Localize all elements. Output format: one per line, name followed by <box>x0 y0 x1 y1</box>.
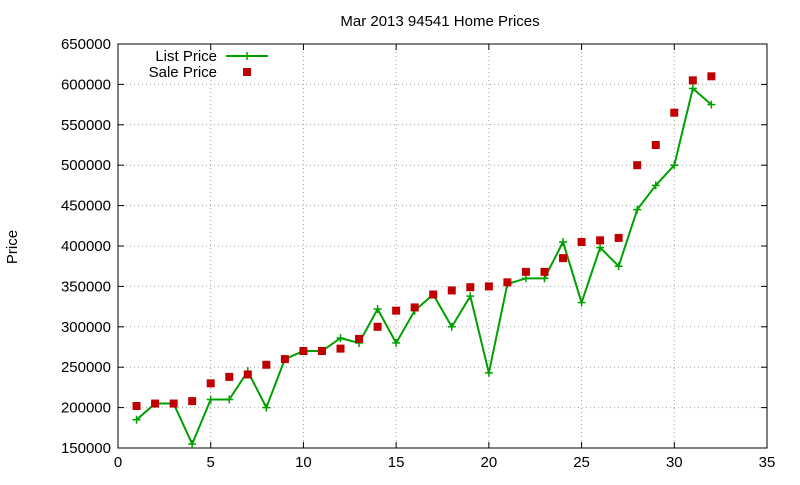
sale-price-point <box>132 401 141 410</box>
legend-marker-list-price <box>243 52 251 60</box>
x-tick-label: 25 <box>573 454 590 471</box>
list-price-point <box>633 205 642 214</box>
sale-price-point <box>577 237 586 246</box>
list-price-point <box>651 181 660 190</box>
list-price-point <box>614 262 623 271</box>
list-price-point <box>132 415 141 424</box>
list-price-point <box>447 322 456 331</box>
list-price-line <box>135 86 713 447</box>
list-price-point <box>688 84 697 93</box>
y-tick-label: 500000 <box>61 157 111 174</box>
list-price-point <box>596 243 605 252</box>
list-price-point <box>484 368 493 377</box>
grid-lines <box>118 44 767 448</box>
sale-price-point <box>521 267 530 276</box>
sale-price-point <box>651 141 660 149</box>
sale-price-point <box>614 233 623 242</box>
y-tick-label: 650000 <box>61 36 111 53</box>
sale-price-point <box>688 76 697 85</box>
list-price-point <box>225 395 234 404</box>
y-tick-label: 600000 <box>61 76 111 93</box>
sale-price-point <box>262 360 271 369</box>
legend-label-sale-price: Sale Price <box>149 64 217 81</box>
list-price-point <box>392 338 401 347</box>
list-price-point <box>206 395 215 404</box>
list-price-point <box>707 100 716 109</box>
sale-price-point <box>151 399 160 408</box>
sale-price-point <box>707 72 716 81</box>
sale-price-point <box>633 161 642 170</box>
sale-price-point <box>206 379 215 388</box>
y-tick-label: 550000 <box>61 117 111 134</box>
plot-frame <box>117 43 768 449</box>
sale-price-point <box>596 236 605 245</box>
sale-price-point <box>503 278 512 287</box>
y-tick-label: 450000 <box>61 198 111 215</box>
list-price-point <box>559 237 568 246</box>
x-tick-label: 10 <box>295 454 312 471</box>
y-tick-label: 200000 <box>61 400 111 417</box>
sale-price-point <box>317 347 326 356</box>
sale-price-point <box>429 290 438 299</box>
x-tick-label: 35 <box>759 454 776 471</box>
sale-price-point <box>373 322 382 331</box>
sale-price-point <box>410 303 419 312</box>
x-tick-label: 0 <box>114 454 122 471</box>
list-price-point <box>577 298 586 307</box>
sale-price-point <box>670 108 679 117</box>
y-tick-label: 400000 <box>61 238 111 255</box>
list-price-point <box>262 403 271 412</box>
sale-price-point <box>466 283 475 292</box>
axis-ticks: 0 5 10 15 20 25 30 35 150000 200000 250000 300000 35… <box>61 36 775 471</box>
sale-price-point <box>484 282 493 291</box>
chart-title: Mar 2013 94541 Home Prices <box>340 13 539 30</box>
sale-price-point <box>336 344 345 353</box>
x-tick-label: 30 <box>666 454 683 471</box>
sale-price-point <box>225 372 234 381</box>
x-tick-label: 5 <box>207 454 215 471</box>
sale-price-point <box>355 334 364 343</box>
y-tick-label: 150000 <box>61 440 111 457</box>
legend-swatch-sale-price <box>243 68 251 76</box>
sale-price-point <box>169 399 178 408</box>
sale-price-point <box>559 254 568 263</box>
list-price-point <box>670 161 679 170</box>
sale-price-point <box>540 267 549 276</box>
sale-price-point <box>392 306 401 315</box>
list-price-point <box>336 334 345 343</box>
sale-price-point <box>299 347 308 356</box>
sale-price-point <box>188 397 197 406</box>
x-tick-label: 20 <box>481 454 498 471</box>
y-tick-label: 350000 <box>61 278 111 295</box>
legend-label-list-price: List Price <box>155 48 217 65</box>
list-price-point <box>466 292 475 301</box>
y-tick-label: 250000 <box>61 359 111 376</box>
sale-price-point <box>447 286 456 295</box>
list-price-point <box>373 305 382 314</box>
y-tick-label: 300000 <box>61 319 111 336</box>
list-price-point <box>188 439 197 448</box>
series-layer <box>132 72 716 448</box>
y-axis-label: Price <box>4 230 21 264</box>
sale-price-point <box>280 355 289 364</box>
sale-price-point <box>243 370 252 379</box>
x-tick-label: 15 <box>388 454 405 471</box>
